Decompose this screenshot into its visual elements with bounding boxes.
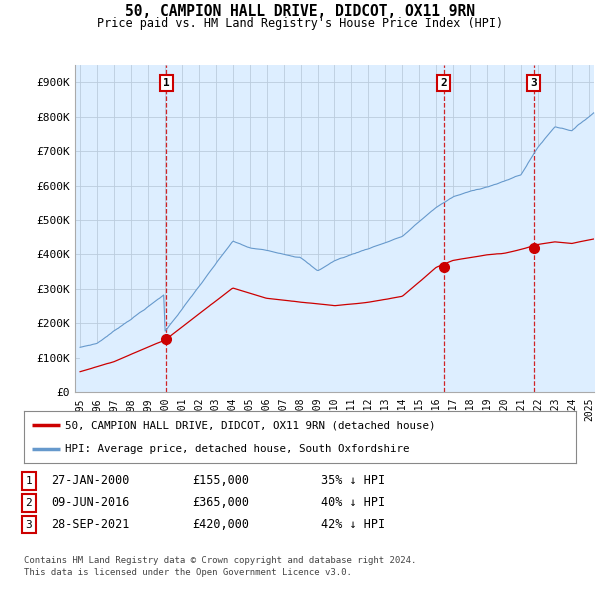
Text: Price paid vs. HM Land Registry's House Price Index (HPI): Price paid vs. HM Land Registry's House … xyxy=(97,17,503,30)
Text: 40% ↓ HPI: 40% ↓ HPI xyxy=(321,496,385,509)
Text: This data is licensed under the Open Government Licence v3.0.: This data is licensed under the Open Gov… xyxy=(24,568,352,577)
Text: £365,000: £365,000 xyxy=(192,496,249,509)
Text: 1: 1 xyxy=(25,476,32,486)
Text: 09-JUN-2016: 09-JUN-2016 xyxy=(51,496,130,509)
Text: 27-JAN-2000: 27-JAN-2000 xyxy=(51,474,130,487)
Text: Contains HM Land Registry data © Crown copyright and database right 2024.: Contains HM Land Registry data © Crown c… xyxy=(24,556,416,565)
Text: 50, CAMPION HALL DRIVE, DIDCOT, OX11 9RN (detached house): 50, CAMPION HALL DRIVE, DIDCOT, OX11 9RN… xyxy=(65,420,436,430)
Text: 42% ↓ HPI: 42% ↓ HPI xyxy=(321,518,385,531)
Text: 50, CAMPION HALL DRIVE, DIDCOT, OX11 9RN: 50, CAMPION HALL DRIVE, DIDCOT, OX11 9RN xyxy=(125,4,475,19)
Text: 3: 3 xyxy=(530,78,537,88)
Text: 1: 1 xyxy=(163,78,169,88)
Text: 28-SEP-2021: 28-SEP-2021 xyxy=(51,518,130,531)
Text: £420,000: £420,000 xyxy=(192,518,249,531)
Text: 3: 3 xyxy=(25,520,32,529)
Text: £155,000: £155,000 xyxy=(192,474,249,487)
Text: 2: 2 xyxy=(440,78,447,88)
Text: 2: 2 xyxy=(25,498,32,507)
Text: HPI: Average price, detached house, South Oxfordshire: HPI: Average price, detached house, Sout… xyxy=(65,444,410,454)
Text: 35% ↓ HPI: 35% ↓ HPI xyxy=(321,474,385,487)
